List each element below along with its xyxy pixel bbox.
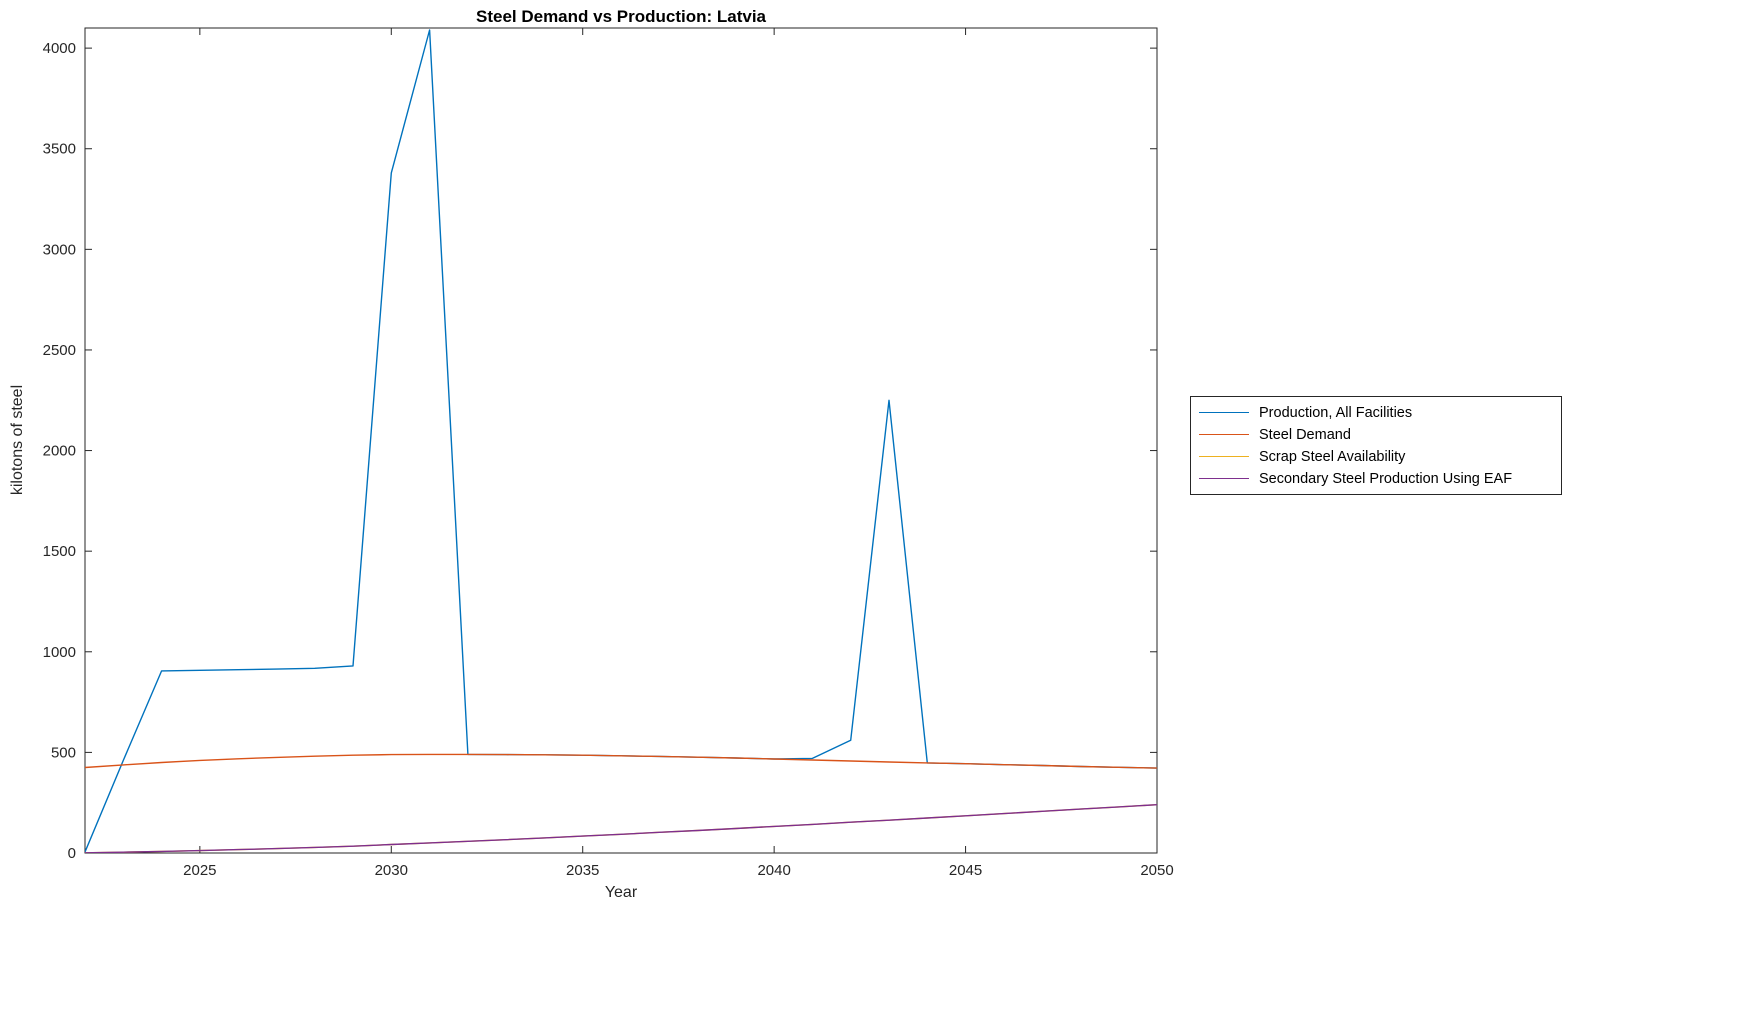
axes-box bbox=[84, 27, 1158, 854]
series-line bbox=[85, 804, 1157, 853]
legend: Production, All Facilities Steel Demand Sc… bbox=[1190, 396, 1562, 495]
y-tick-label: 3000 bbox=[43, 241, 76, 258]
series-line bbox=[85, 29, 1157, 853]
legend-item: Secondary Steel Production Using EAF bbox=[1199, 470, 1553, 487]
y-tick-label: 1500 bbox=[43, 543, 76, 560]
legend-item: Production, All Facilities bbox=[1199, 404, 1553, 421]
y-tick-label: 3500 bbox=[43, 141, 76, 158]
y-axis-label: kilotons of steel bbox=[9, 384, 26, 496]
x-tick-label: 2050 bbox=[1140, 862, 1173, 879]
y-tick-label: 4000 bbox=[43, 40, 76, 57]
series-line bbox=[85, 753, 1157, 769]
legend-item-label: Production, All Facilities bbox=[1259, 404, 1413, 421]
legend-item-label: Scrap Steel Availability bbox=[1259, 448, 1406, 465]
legend-line-swatch bbox=[1199, 412, 1249, 413]
chart-title: Steel Demand vs Production: Latvia bbox=[475, 7, 766, 26]
y-tick-label: 1000 bbox=[43, 644, 76, 661]
series-line bbox=[85, 804, 1157, 853]
legend-line-swatch bbox=[1199, 434, 1249, 435]
x-tick-label: 2025 bbox=[183, 862, 216, 879]
legend-item: Steel Demand bbox=[1199, 426, 1553, 443]
x-tick-label: 2035 bbox=[566, 862, 599, 879]
y-tick-label: 2500 bbox=[43, 342, 76, 359]
legend-line-swatch bbox=[1199, 456, 1249, 457]
legend-item-label: Secondary Steel Production Using EAF bbox=[1259, 470, 1513, 487]
legend-item: Scrap Steel Availability bbox=[1199, 448, 1553, 465]
x-tick-label: 2040 bbox=[757, 862, 790, 879]
y-tick-label: 500 bbox=[51, 744, 76, 761]
x-tick-label: 2045 bbox=[949, 862, 982, 879]
legend-item-label: Steel Demand bbox=[1259, 426, 1351, 443]
y-tick-label: 2000 bbox=[43, 443, 76, 460]
y-tick-label: 0 bbox=[68, 845, 76, 862]
legend-line-swatch bbox=[1199, 478, 1249, 479]
x-axis-label: Year bbox=[604, 884, 638, 901]
x-tick-label: 2030 bbox=[375, 862, 408, 879]
